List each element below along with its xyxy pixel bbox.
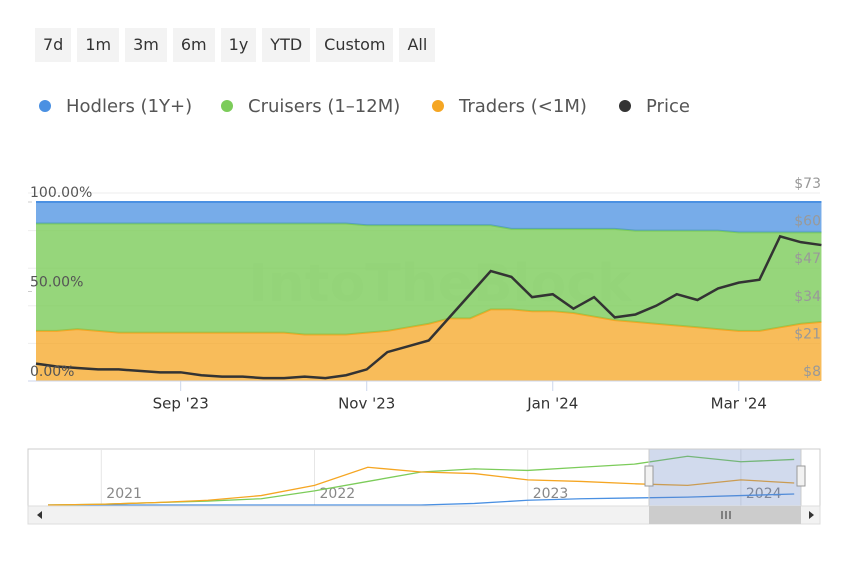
- y2-tick-label: $8: [803, 364, 821, 380]
- range-button[interactable]: 1m: [77, 28, 120, 62]
- navigator-label: 2024: [746, 486, 782, 502]
- y2-tick-label: $47: [794, 251, 821, 267]
- navigator-label: 2022: [320, 486, 356, 502]
- navigator-line: [48, 493, 795, 506]
- legend-label: Cruisers (1–12M): [248, 96, 400, 117]
- legend-marker: [39, 100, 51, 112]
- price-line: [35, 234, 822, 380]
- y-tick-label: 50.00%: [30, 275, 83, 291]
- y2-tick-label: $73: [794, 176, 821, 192]
- legend-marker: [619, 100, 631, 112]
- y2-tick-label: $21: [794, 326, 821, 342]
- range-button[interactable]: 3m: [125, 28, 167, 62]
- y-tick-label: 100.00%: [30, 185, 92, 201]
- legend-marker: [221, 100, 233, 112]
- legend-label: Hodlers (1Y+): [66, 96, 192, 117]
- range-button[interactable]: 1y: [220, 28, 257, 62]
- range-button[interactable]: 6m: [172, 28, 215, 62]
- scroll-right[interactable]: [809, 511, 814, 519]
- navigator-handle[interactable]: [644, 465, 654, 487]
- range-button[interactable]: 7d: [35, 28, 72, 62]
- y-tick-label: 0.00%: [30, 364, 74, 380]
- range-button[interactable]: YTD: [262, 28, 311, 62]
- range-button[interactable]: Custom: [316, 28, 394, 62]
- area: [36, 309, 822, 381]
- x-tick-label: Jan '24: [526, 395, 578, 413]
- range-buttons: 7d 1m 3m 6m 1y YTD Custom All: [35, 28, 436, 62]
- navigator-label: 2023: [533, 486, 569, 502]
- legend-label: Price: [646, 96, 690, 117]
- navigator-window: [648, 448, 802, 507]
- scrollbar-thumb[interactable]: [649, 506, 801, 524]
- area: [36, 223, 822, 335]
- legend-label: Traders (<1M): [458, 96, 587, 117]
- x-tick-label: Sep '23: [153, 395, 209, 413]
- legend-marker: [432, 100, 444, 112]
- y2-tick-label: $34: [794, 289, 821, 305]
- scroll-left[interactable]: [37, 511, 42, 519]
- navigator-line: [47, 466, 795, 506]
- navigator-handle[interactable]: [796, 465, 806, 487]
- x-tick-label: Mar '24: [711, 395, 767, 413]
- range-button[interactable]: All: [399, 28, 436, 62]
- scrollbar-track: [27, 505, 821, 525]
- y2-tick-label: $60: [794, 214, 821, 230]
- x-tick-label: Nov '23: [338, 395, 395, 413]
- navigator-label: 2021: [106, 486, 142, 502]
- area: [36, 202, 822, 233]
